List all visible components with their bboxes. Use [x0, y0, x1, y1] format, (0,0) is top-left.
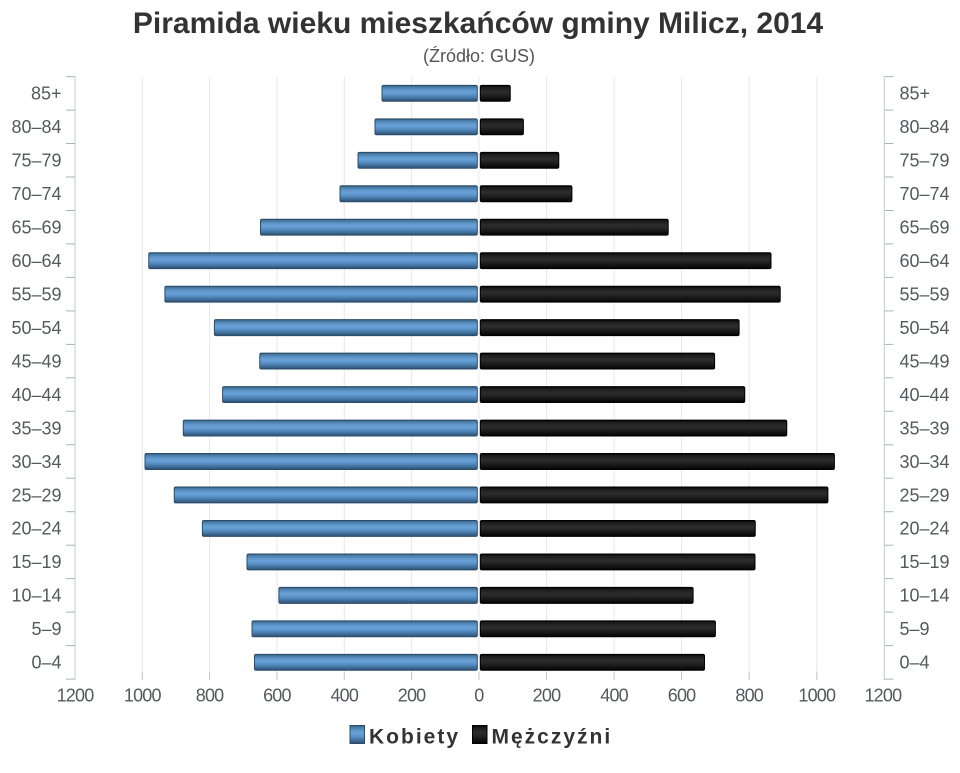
svg-text:15–19: 15–19 [11, 552, 61, 572]
svg-text:35–39: 35–39 [900, 418, 950, 438]
svg-text:800: 800 [735, 685, 763, 705]
svg-text:0–4: 0–4 [900, 653, 930, 673]
svg-text:200: 200 [398, 685, 426, 705]
svg-text:30–34: 30–34 [11, 452, 61, 472]
svg-text:80–84: 80–84 [11, 117, 61, 137]
svg-text:55–59: 55–59 [11, 285, 61, 305]
svg-text:600: 600 [263, 685, 291, 705]
svg-text:1200: 1200 [57, 685, 95, 705]
svg-text:80–84: 80–84 [900, 117, 950, 137]
svg-text:1000: 1000 [798, 685, 836, 705]
svg-text:30–34: 30–34 [900, 452, 950, 472]
svg-text:65–69: 65–69 [900, 218, 950, 238]
svg-text:400: 400 [600, 685, 628, 705]
svg-text:85+: 85+ [31, 84, 62, 104]
svg-text:20–24: 20–24 [900, 519, 950, 539]
svg-text:75–79: 75–79 [900, 151, 950, 171]
svg-text:70–74: 70–74 [900, 184, 950, 204]
svg-text:800: 800 [196, 685, 224, 705]
svg-text:40–44: 40–44 [11, 385, 61, 405]
svg-text:50–54: 50–54 [900, 318, 950, 338]
svg-text:50–54: 50–54 [11, 318, 61, 338]
svg-text:70–74: 70–74 [11, 184, 61, 204]
svg-text:65–69: 65–69 [11, 218, 61, 238]
svg-text:85+: 85+ [900, 84, 931, 104]
svg-text:400: 400 [330, 685, 358, 705]
svg-text:10–14: 10–14 [11, 586, 61, 606]
svg-text:10–14: 10–14 [900, 586, 950, 606]
svg-text:1200: 1200 [864, 685, 902, 705]
svg-text:5–9: 5–9 [900, 619, 930, 639]
svg-text:55–59: 55–59 [900, 285, 950, 305]
svg-text:75–79: 75–79 [11, 151, 61, 171]
svg-text:(Źródło: GUS): (Źródło: GUS) [423, 46, 535, 66]
svg-text:15–19: 15–19 [900, 552, 950, 572]
svg-text:60–64: 60–64 [11, 251, 61, 271]
svg-text:5–9: 5–9 [31, 619, 61, 639]
svg-text:Kobiety: Kobiety [369, 726, 460, 749]
svg-text:0: 0 [474, 685, 484, 705]
svg-text:200: 200 [533, 685, 561, 705]
svg-text:Mężczyźni: Mężczyźni [492, 726, 613, 749]
svg-text:25–29: 25–29 [900, 485, 950, 505]
svg-text:20–24: 20–24 [11, 519, 61, 539]
svg-text:45–49: 45–49 [11, 351, 61, 371]
svg-text:1000: 1000 [124, 685, 162, 705]
svg-text:40–44: 40–44 [900, 385, 950, 405]
svg-text:45–49: 45–49 [900, 351, 950, 371]
svg-text:35–39: 35–39 [11, 418, 61, 438]
svg-text:600: 600 [668, 685, 696, 705]
svg-text:0–4: 0–4 [31, 653, 61, 673]
svg-text:Piramida wieku mieszkańców gmi: Piramida wieku mieszkańców gminy Milicz,… [133, 7, 824, 40]
svg-text:60–64: 60–64 [900, 251, 950, 271]
svg-text:25–29: 25–29 [11, 485, 61, 505]
